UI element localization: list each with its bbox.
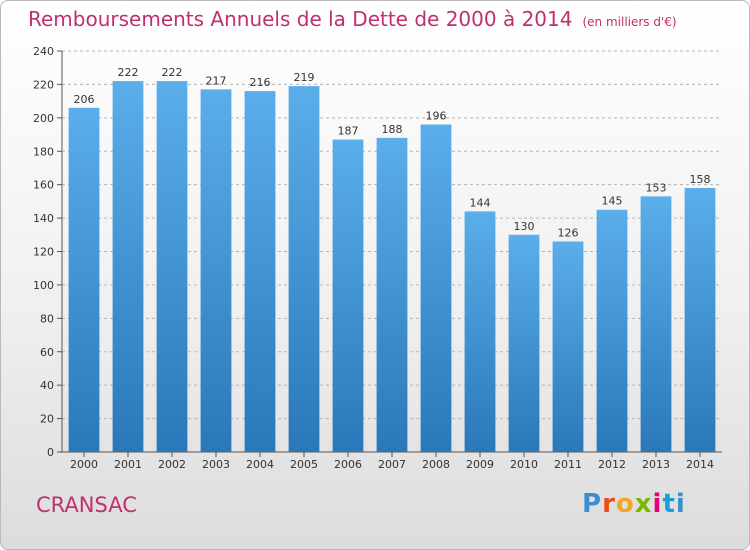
bar [640, 196, 672, 452]
bar-value-label: 145 [602, 195, 623, 208]
x-tick-label: 2012 [598, 458, 626, 471]
x-tick-label: 2002 [158, 458, 186, 471]
bar-value-label: 153 [646, 181, 667, 194]
chart-title-text: Remboursements Annuels de la Dette de 20… [28, 7, 573, 31]
x-tick-label: 2007 [378, 458, 406, 471]
y-tick-label: 240 [33, 45, 54, 58]
x-tick-label: 2000 [70, 458, 98, 471]
bar [68, 107, 100, 452]
bar [376, 137, 408, 452]
y-tick-label: 40 [40, 379, 54, 392]
y-tick-label: 160 [33, 179, 54, 192]
bar-value-label: 130 [514, 220, 535, 233]
bar-value-label: 158 [690, 173, 711, 186]
y-tick-label: 220 [33, 78, 54, 91]
y-tick-label: 180 [33, 145, 54, 158]
y-tick-label: 20 [40, 413, 54, 426]
bar [596, 209, 628, 452]
bar-value-label: 216 [250, 76, 271, 89]
y-tick-label: 0 [47, 446, 54, 459]
x-tick-label: 2001 [114, 458, 142, 471]
bar-value-label: 126 [558, 226, 579, 239]
proxiti-logo: Proxiti [582, 489, 686, 519]
bar-value-label: 219 [294, 71, 315, 84]
x-tick-label: 2006 [334, 458, 362, 471]
y-tick-label: 80 [40, 312, 54, 325]
bar-value-label: 222 [118, 66, 139, 79]
x-tick-label: 2008 [422, 458, 450, 471]
x-tick-label: 2013 [642, 458, 670, 471]
bar [244, 91, 276, 452]
bar-value-label: 196 [426, 110, 447, 123]
x-tick-label: 2014 [686, 458, 714, 471]
bar-value-label: 217 [206, 74, 227, 87]
bar-value-label: 206 [74, 93, 95, 106]
bar-value-label: 222 [162, 66, 183, 79]
y-tick-label: 60 [40, 346, 54, 359]
x-tick-label: 2010 [510, 458, 538, 471]
bar [420, 124, 452, 453]
bar [464, 211, 496, 452]
bar [112, 81, 144, 452]
bar-value-label: 144 [470, 196, 491, 209]
x-tick-label: 2009 [466, 458, 494, 471]
bar-value-label: 188 [382, 123, 403, 136]
bar [508, 234, 540, 452]
x-tick-label: 2003 [202, 458, 230, 471]
bar [332, 139, 364, 452]
x-tick-label: 2005 [290, 458, 318, 471]
bar [684, 188, 716, 452]
bar [200, 89, 232, 452]
commune-name: CRANSAC [36, 493, 137, 517]
x-tick-label: 2004 [246, 458, 274, 471]
y-tick-label: 120 [33, 246, 54, 259]
bar [288, 86, 320, 453]
y-tick-label: 200 [33, 112, 54, 125]
y-tick-label: 140 [33, 212, 54, 225]
chart-title: Remboursements Annuels de la Dette de 20… [28, 7, 677, 31]
bar [156, 81, 188, 452]
bar [552, 241, 584, 452]
y-tick-label: 100 [33, 279, 54, 292]
chart-subtitle: (en milliers d'€) [582, 15, 677, 29]
bar-value-label: 187 [338, 125, 359, 138]
x-tick-label: 2011 [554, 458, 582, 471]
